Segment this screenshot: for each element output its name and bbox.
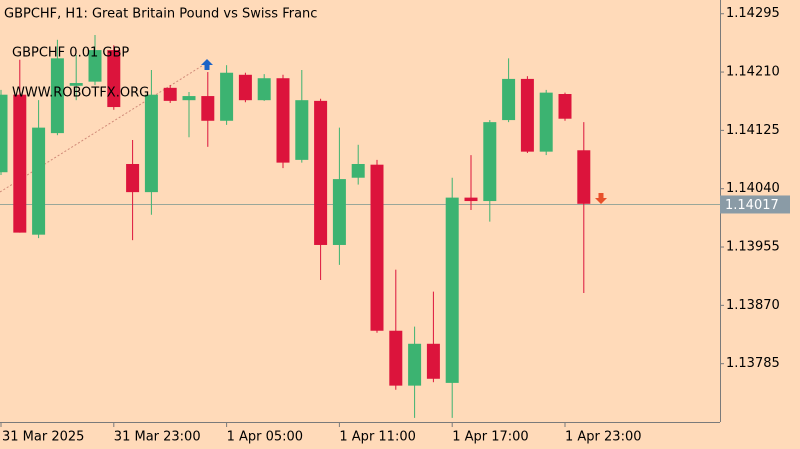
candle-body: [351, 163, 365, 178]
candle-body: [558, 94, 572, 119]
candle-body: [69, 83, 83, 86]
candle-body: [389, 330, 403, 386]
candle-body: [577, 150, 591, 204]
x-tick-label: 1 Apr 05:00: [227, 430, 304, 445]
y-tick-label: 1.14125: [726, 123, 780, 138]
x-tick-label: 1 Apr 23:00: [565, 430, 642, 445]
candle-body: [408, 343, 422, 386]
candle-body: [502, 78, 516, 121]
y-tick-label: 1.13785: [726, 356, 780, 371]
price-label: 1.14017: [725, 198, 779, 213]
sell-arrow: [595, 193, 607, 204]
x-tick-label: 31 Mar 2025: [2, 430, 84, 445]
buy-arrow: [201, 59, 213, 70]
candle-body: [520, 78, 534, 152]
y-tick-label: 1.14040: [726, 181, 780, 196]
candle-body: [144, 94, 158, 193]
candle-body: [88, 50, 102, 82]
y-tick-label: 1.13870: [726, 298, 780, 313]
candle-body: [107, 50, 121, 108]
candle-body: [126, 163, 140, 193]
candle-body: [238, 74, 252, 101]
plot-area: [0, 34, 720, 418]
chart-title: GBPCHF, H1: Great Britain Pound vs Swiss…: [4, 7, 317, 22]
candle-body: [13, 94, 27, 233]
candle-body: [257, 78, 271, 101]
y-tick-label: 1.13955: [726, 240, 780, 255]
candle-body: [50, 58, 64, 134]
candle-body: [163, 87, 177, 101]
candle-body: [182, 96, 196, 101]
candle-body: [295, 100, 309, 160]
annotation: WWW.ROBOTFX.ORG: [12, 86, 149, 101]
candle-body: [32, 127, 46, 235]
candle-body: [314, 100, 328, 245]
candle-body: [464, 197, 478, 202]
candle-body: [539, 92, 553, 152]
candle-body: [0, 94, 8, 173]
annotation: GBPCHF 0.01 GBP: [12, 46, 129, 61]
x-tick-label: 31 Mar 23:00: [114, 430, 201, 445]
y-tick-label: 1.14210: [726, 65, 780, 80]
candle-body: [201, 96, 215, 121]
x-tick-label: 1 Apr 17:00: [452, 430, 529, 445]
candle-body: [445, 197, 459, 383]
price-label-box: [720, 195, 790, 214]
candle-body: [370, 164, 384, 331]
candle-body: [332, 179, 346, 245]
candle-body: [276, 78, 290, 163]
y-tick-label: 1.14295: [726, 6, 780, 21]
candle-body: [483, 122, 497, 202]
candle-body: [426, 343, 440, 379]
candle-body: [220, 72, 234, 121]
x-tick-label: 1 Apr 11:00: [339, 430, 416, 445]
